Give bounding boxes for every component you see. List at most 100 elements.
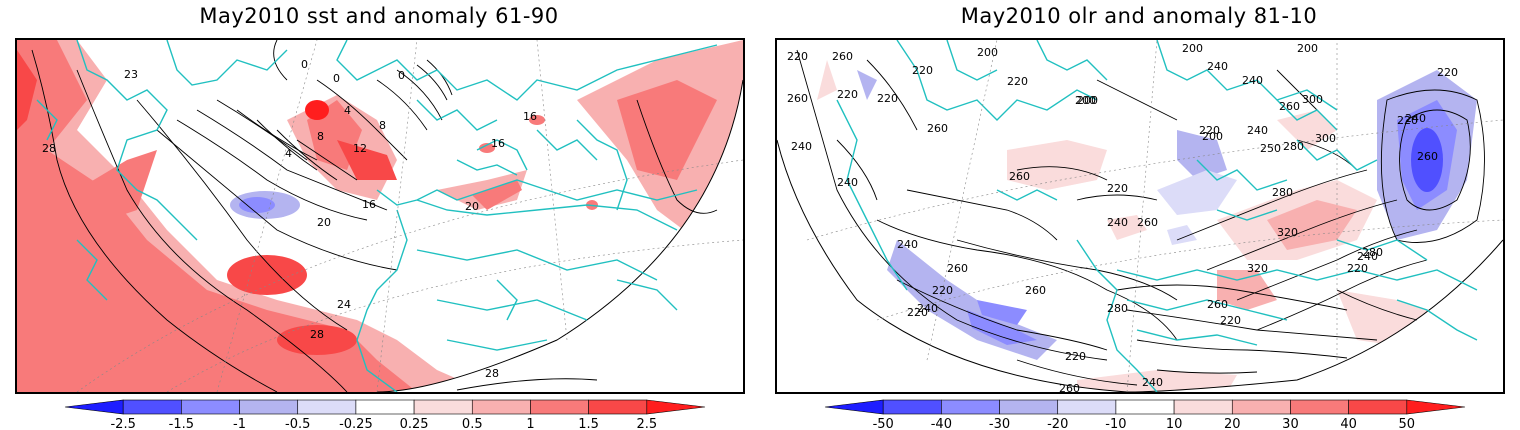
graticule [806, 40, 1503, 392]
colorbar-segment [1057, 399, 1117, 415]
contour-label: 24 [337, 298, 351, 311]
contour-label: 220 [1007, 75, 1028, 88]
contour-label: 200 [1075, 94, 1096, 107]
olr-colorbar-boxes [824, 399, 1466, 415]
sst-contours [31, 40, 718, 392]
contour-label: 220 [1347, 262, 1368, 275]
olr-colorbar-ticks: -50 -40 -30 -20 -10 10 20 30 40 50 [873, 417, 1416, 430]
contour-label: 260 [927, 122, 948, 135]
contour-label: 220 [912, 64, 933, 77]
colorbar-tick: 10 [1166, 417, 1183, 430]
contour-label: 260 [1025, 284, 1046, 297]
contour-label: 4 [285, 147, 292, 160]
colorbar-tick: -0.25 [339, 417, 373, 430]
colorbar-tick: 50 [1399, 417, 1416, 430]
contour-label: 280 [1272, 186, 1293, 199]
contour-label: 240 [837, 176, 858, 189]
contour-label: 260 [1417, 150, 1438, 163]
colorbar-tick: -1 [233, 417, 246, 430]
contour-label: 260 [787, 92, 808, 105]
contour-label: 300 [1302, 93, 1323, 106]
colorbar-tick: 0.25 [400, 417, 429, 430]
colorbar-tick: 40 [1340, 417, 1357, 430]
colorbar-tick: 2.5 [636, 417, 657, 430]
contour-label: 12 [353, 142, 367, 155]
colorbar-segment [1173, 399, 1233, 415]
contour-label: 20 [317, 216, 331, 229]
contour-label: 260 [1009, 170, 1030, 183]
colorbar-tick: 1 [526, 417, 534, 430]
colorbar-tick: -30 [989, 417, 1010, 430]
contour-label: 220 [907, 306, 928, 319]
sst-map-canvas: 0 0 0 4 4 8 8 12 16 16 16 20 20 24 28 28… [17, 40, 743, 392]
contour-label: 0 [301, 58, 308, 71]
coastlines [36, 40, 718, 392]
sst-anomaly-map: 0 0 0 4 4 8 8 12 16 16 16 20 20 24 28 28… [15, 38, 745, 394]
olr-contour-labels: 220 260 200 220 240 200 220 200 260 240 … [787, 42, 1458, 392]
contour-label: 0 [398, 69, 405, 82]
colorbar-tick: 20 [1224, 417, 1241, 430]
contour-label: 220 [837, 88, 858, 101]
contour-label: 28 [42, 142, 56, 155]
contour-label: 260 [1207, 298, 1228, 311]
colorbar-segment [355, 399, 415, 415]
contour-label: 16 [362, 198, 376, 211]
colorbar-tick: -1.5 [169, 417, 194, 430]
colorbar-segment [64, 399, 124, 415]
sst-colorbar-ticks: -2.5 -1.5 -1 -0.5 -0.25 0.25 0.5 1 1.5 2… [110, 417, 657, 430]
contour-label: 250 [1260, 142, 1281, 155]
sst-anomaly-shading [17, 40, 743, 392]
colorbar-segment [941, 399, 1000, 415]
olr-map-canvas: 220 260 200 220 240 200 220 200 260 240 … [777, 40, 1503, 392]
contour-label: 240 [1242, 74, 1263, 87]
contour-label: 16 [491, 137, 505, 150]
contour-label: 200 [977, 46, 998, 59]
contour-label: 220 [1437, 66, 1458, 79]
contour-label: 240 [897, 238, 918, 251]
contour-label: 200 [1077, 94, 1098, 107]
contour-label: 260 [1137, 216, 1158, 229]
contour-label: 220 [1107, 182, 1128, 195]
colorbar-segment [588, 399, 648, 415]
contour-label: 16 [523, 110, 537, 123]
colorbar-tick: -2.5 [110, 417, 135, 430]
colorbar-segment [824, 399, 884, 415]
contour-label: 280 [1362, 246, 1383, 259]
contour-label: 220 [932, 284, 953, 297]
contour-label: 240 [791, 140, 812, 153]
colorbar-segment [1406, 399, 1466, 415]
contour-label: 240 [1247, 124, 1268, 137]
contour-label: 280 [1283, 140, 1304, 153]
colorbar-tick: -50 [873, 417, 894, 430]
contour-label: 220 [787, 50, 808, 63]
sst-contour-labels: 0 0 0 4 4 8 8 12 16 16 16 20 20 24 28 28… [42, 58, 537, 380]
olr-anomaly-map: 220 260 200 220 240 200 220 200 260 240 … [775, 38, 1505, 394]
contour-label: 200 [1202, 130, 1223, 143]
colorbar-tick: -0.5 [285, 417, 310, 430]
colorbar-tick: -10 [1105, 417, 1126, 430]
contour-label: 240 [1357, 250, 1378, 263]
contour-label: 320 [1247, 262, 1268, 275]
colorbar-segment [471, 399, 531, 415]
contour-label: 240 [1405, 112, 1426, 125]
contour-label: 0 [333, 72, 340, 85]
olr-colorbar: -50 -40 -30 -20 -10 10 20 30 40 50 [824, 399, 1466, 430]
sst-colorbar: -2.5 -1.5 -1 -0.5 -0.25 0.25 0.5 1 1.5 2… [64, 399, 706, 430]
contour-label: 240 [1142, 376, 1163, 389]
contour-label: 240 [1207, 60, 1228, 73]
left-map-title: May2010 sst and anomaly 61-90 [199, 4, 559, 28]
contour-label: 20 [465, 200, 479, 213]
colorbar-segment [181, 399, 240, 415]
contour-label: 8 [317, 130, 324, 143]
contour-label: 320 [1277, 226, 1298, 239]
contour-label: 240 [917, 302, 938, 315]
contour-label: 28 [310, 328, 324, 341]
contour-label: 28 [485, 367, 499, 380]
contour-label: 260 [1279, 100, 1300, 113]
graticule [76, 40, 743, 392]
colorbar-segment [1231, 399, 1291, 415]
sst-colorbar-boxes [64, 399, 706, 415]
contour-label: 23 [124, 68, 138, 81]
contour-label: 200 [1297, 42, 1318, 55]
colorbar-segment [239, 399, 299, 415]
